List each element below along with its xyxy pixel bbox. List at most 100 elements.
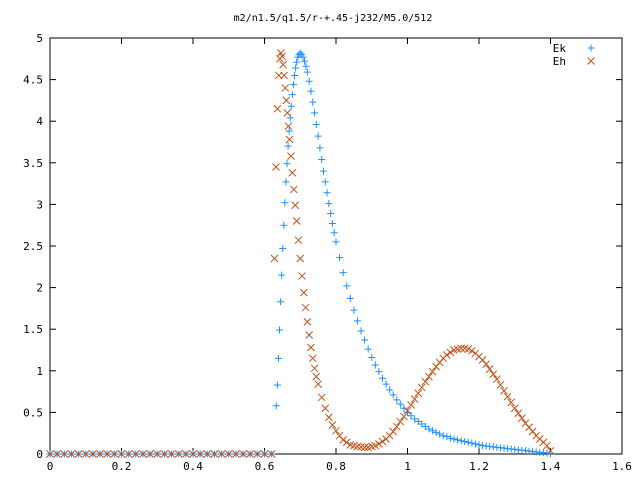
point-eh: [360, 443, 369, 452]
y-tick-label: 5: [36, 32, 43, 45]
point-eh: [292, 217, 301, 225]
point-eh: [282, 96, 291, 105]
y-tick-label: 1: [36, 365, 43, 378]
point-eh: [253, 450, 262, 458]
point-eh: [510, 404, 519, 413]
point-ek: [280, 221, 288, 229]
point-eh: [314, 380, 322, 388]
point-eh: [196, 450, 205, 458]
point-eh: [342, 438, 351, 447]
point-eh: [246, 450, 255, 458]
point-eh: [139, 450, 147, 458]
point-eh: [442, 351, 451, 359]
point-ek: [418, 420, 426, 428]
point-ek: [450, 435, 458, 443]
point-ek: [276, 326, 284, 334]
point-ek: [272, 402, 280, 410]
point-eh: [328, 421, 337, 429]
plot-axes: [49, 37, 623, 455]
point-eh: [67, 450, 76, 458]
point-ek: [292, 64, 300, 72]
point-ek: [357, 327, 365, 335]
point-ek: [343, 282, 351, 290]
point-ek: [285, 127, 293, 135]
x-tick-label: 0: [47, 460, 54, 473]
point-eh: [446, 348, 455, 357]
point-eh: [543, 441, 551, 450]
plot-frame: [49, 37, 623, 455]
point-ek: [336, 254, 344, 262]
point-ek: [429, 427, 437, 435]
x-tick-label: 1.2: [469, 460, 489, 473]
point-eh: [267, 450, 276, 458]
point-eh: [403, 406, 412, 415]
point-ek: [293, 58, 301, 66]
series-ek: [46, 49, 554, 458]
point-ek: [353, 317, 361, 325]
point-eh: [288, 168, 297, 177]
point-eh: [174, 450, 183, 458]
point-eh: [308, 354, 317, 363]
y-tick-label: 3.5: [23, 157, 43, 170]
point-ek: [432, 428, 440, 436]
point-eh: [285, 135, 294, 144]
point-ek: [287, 102, 295, 110]
point-ek: [407, 412, 415, 420]
point-eh: [299, 288, 308, 297]
point-eh: [546, 446, 555, 455]
point-eh: [417, 383, 426, 392]
point-eh: [396, 417, 405, 426]
point-ek: [443, 433, 451, 441]
point-ek: [319, 167, 327, 175]
point-eh: [378, 437, 387, 446]
point-eh: [89, 450, 97, 458]
point-ek: [325, 200, 333, 208]
point-ek: [282, 178, 290, 186]
point-eh: [203, 450, 212, 458]
point-ek: [296, 49, 304, 57]
point-ek: [279, 244, 287, 252]
y-tick-label: 3: [36, 198, 43, 211]
point-ek: [421, 423, 429, 431]
point-ek: [393, 396, 401, 404]
series-eh: [46, 49, 555, 458]
point-ek: [339, 269, 347, 277]
point-ek: [283, 160, 291, 168]
point-ek: [328, 220, 336, 228]
point-ek: [396, 400, 404, 408]
point-ek: [425, 425, 433, 433]
point-eh: [317, 393, 326, 402]
point-eh: [278, 52, 286, 61]
point-eh: [303, 317, 312, 326]
point-eh: [457, 344, 465, 353]
point-eh: [305, 331, 314, 339]
point-ek: [332, 238, 340, 246]
y-tick-label: 0.5: [23, 406, 43, 419]
point-eh: [321, 404, 330, 413]
point-eh: [289, 185, 298, 194]
point-eh: [153, 450, 162, 458]
point-eh: [312, 372, 321, 381]
point-ek: [303, 68, 311, 76]
point-eh: [117, 450, 126, 458]
point-eh: [392, 422, 401, 431]
point-ek: [389, 391, 397, 399]
point-eh: [298, 272, 306, 280]
point-eh: [410, 395, 419, 403]
y-tick-label: 2: [36, 282, 43, 295]
point-ek: [323, 189, 331, 197]
legend-marker-eh: [587, 57, 595, 65]
x-tick-label: 0.6: [255, 460, 275, 473]
point-ek: [288, 91, 296, 99]
point-eh: [414, 389, 423, 398]
point-ek: [330, 229, 338, 237]
legend-label-ek: Ek: [553, 42, 567, 55]
point-eh: [210, 450, 219, 458]
point-eh: [60, 450, 69, 458]
point-eh: [272, 163, 280, 171]
point-eh: [46, 450, 54, 458]
point-ek: [364, 345, 372, 353]
point-ek: [446, 434, 454, 442]
point-eh: [53, 450, 62, 458]
